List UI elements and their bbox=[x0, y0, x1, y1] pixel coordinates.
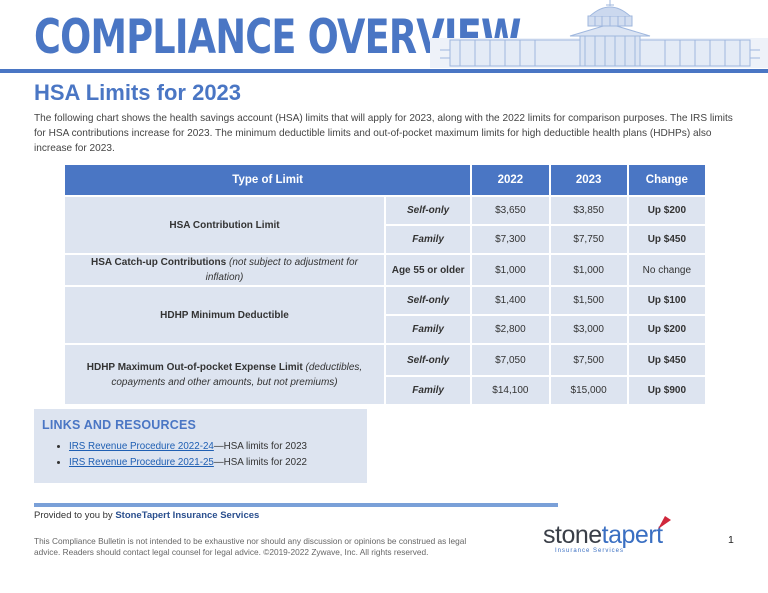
links-list: IRS Revenue Procedure 2022-24—HSA limits… bbox=[34, 439, 307, 471]
limit-type-cell: HDHP Minimum Deductible bbox=[65, 287, 384, 343]
table-row: HDHP Maximum Out-of-pocket Expense Limit… bbox=[65, 345, 705, 404]
column-header-change: Change bbox=[628, 165, 705, 195]
limit-type-label: HSA Catch-up Contributions bbox=[91, 257, 227, 268]
links-and-resources-box: LINKS AND RESOURCES IRS Revenue Procedur… bbox=[34, 409, 367, 483]
value-2022-cell: $3,650 bbox=[472, 197, 549, 224]
irs-rev-proc-2021-25-link[interactable]: IRS Revenue Procedure 2021-25 bbox=[69, 457, 214, 468]
disclaimer-text: This Compliance Bulletin is not intended… bbox=[34, 536, 467, 557]
change-cell: Up $450 bbox=[628, 345, 705, 375]
value-2023-cell: $7,500 bbox=[550, 345, 627, 375]
coverage-cell: Self-only bbox=[386, 197, 471, 224]
table-row: Family $7,300 $7,750 Up $450 bbox=[65, 226, 705, 253]
table-row: HSA Catch-up Contributions (not subject … bbox=[65, 255, 705, 285]
limit-type-note: (deductibles, copayments and other amoun… bbox=[111, 361, 363, 388]
list-item: IRS Revenue Procedure 2021-25—HSA limits… bbox=[69, 455, 307, 471]
page-title: HSA Limits for 2023 bbox=[34, 80, 242, 105]
limit-type-cell: HDHP Maximum Out-of-pocket Expense Limit… bbox=[65, 345, 384, 404]
limit-type-label: HSA Contribution Limit bbox=[169, 219, 280, 231]
list-item: IRS Revenue Procedure 2022-24—HSA limits… bbox=[69, 439, 307, 455]
logo-tagline: Insurance Services bbox=[555, 548, 625, 554]
value-2022-cell: $1,000 bbox=[472, 255, 549, 285]
change-cell: Up $450 bbox=[628, 226, 705, 253]
table-header-row: Type of Limit 2022 2023 Change bbox=[65, 165, 705, 195]
table-row: HDHP Minimum Deductible Self-only $1,400… bbox=[65, 287, 705, 343]
value-2022-cell: $14,100 bbox=[472, 377, 549, 404]
link-description: —HSA limits for 2022 bbox=[213, 457, 307, 468]
column-header-2023: 2023 bbox=[550, 165, 627, 195]
page-header: COMPLIANCE OVERVIEW bbox=[0, 0, 768, 73]
logo-wordmark: stonetapert bbox=[543, 521, 663, 550]
capitol-building-graphic bbox=[430, 0, 768, 68]
coverage-cell: Self-only bbox=[386, 287, 471, 314]
provided-by-line: Provided to you by StoneTapert Insurance… bbox=[34, 510, 259, 521]
change-cell: Up $200 bbox=[628, 197, 705, 224]
coverage-cell: Family bbox=[386, 226, 471, 253]
column-header-2022: 2022 bbox=[472, 165, 549, 195]
value-2022-cell: $2,800 bbox=[472, 316, 549, 343]
limit-type-cell: HSA Catch-up Contributions (not subject … bbox=[65, 255, 384, 285]
limit-type-label: HDHP Maximum Out-of-pocket Expense Limit bbox=[86, 361, 303, 373]
limit-type-cell: HSA Contribution Limit bbox=[65, 197, 384, 253]
value-2022-cell: $7,300 bbox=[472, 226, 549, 253]
change-cell: Up $200 bbox=[628, 316, 705, 343]
provider-name: StoneTapert Insurance Services bbox=[115, 510, 260, 521]
value-2023-cell: $15,000 bbox=[550, 377, 627, 404]
value-2022-cell: $7,050 bbox=[472, 345, 549, 375]
stonetapert-logo: stonetapert Insurance Services bbox=[543, 515, 673, 555]
limit-type-label: HDHP Minimum Deductible bbox=[160, 309, 289, 321]
change-cell: No change bbox=[628, 255, 705, 285]
link-description: —HSA limits for 2023 bbox=[213, 441, 307, 452]
table-row: Family $2,800 $3,000 Up $200 bbox=[65, 316, 705, 343]
change-cell: Up $900 bbox=[628, 377, 705, 404]
header-rule bbox=[0, 69, 768, 73]
coverage-cell: Self-only bbox=[386, 345, 471, 375]
table-row: HSA Contribution Limit Self-only $3,650 … bbox=[65, 197, 705, 253]
provided-prefix: Provided to you by bbox=[34, 510, 116, 521]
change-cell: Up $100 bbox=[628, 287, 705, 314]
limit-type-note: (not subject to adjustment for inflation… bbox=[205, 257, 358, 283]
coverage-cell: Age 55 or older bbox=[386, 255, 471, 285]
value-2023-cell: $1,000 bbox=[550, 255, 627, 285]
table-row: Family $14,100 $15,000 Up $900 bbox=[65, 377, 705, 404]
value-2023-cell: $3,850 bbox=[550, 197, 627, 224]
value-2023-cell: $1,500 bbox=[550, 287, 627, 314]
logo-word-stone: stone bbox=[543, 521, 602, 549]
intro-paragraph: The following chart shows the health sav… bbox=[34, 113, 733, 154]
footer-rule bbox=[34, 503, 558, 507]
flag-icon bbox=[658, 516, 671, 529]
links-title: LINKS AND RESOURCES bbox=[42, 418, 197, 432]
irs-rev-proc-2022-24-link[interactable]: IRS Revenue Procedure 2022-24 bbox=[69, 441, 214, 452]
value-2023-cell: $3,000 bbox=[550, 316, 627, 343]
coverage-cell: Family bbox=[386, 377, 471, 404]
column-header-type: Type of Limit bbox=[65, 165, 471, 195]
value-2022-cell: $1,400 bbox=[472, 287, 549, 314]
logo-word-tapert: tapert bbox=[601, 521, 663, 549]
hsa-limits-table: Type of Limit 2022 2023 Change HSA Contr… bbox=[63, 163, 707, 406]
page-number: 1 bbox=[728, 534, 734, 546]
value-2023-cell: $7,750 bbox=[550, 226, 627, 253]
coverage-cell: Family bbox=[386, 316, 471, 343]
